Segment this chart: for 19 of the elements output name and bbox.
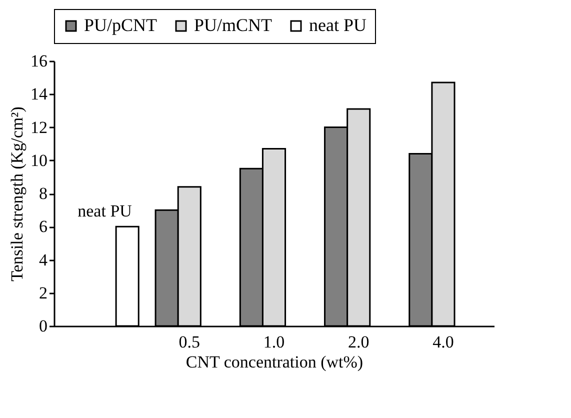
y-tick-label: 10 <box>30 150 48 170</box>
x-tick-label: 4.0 <box>432 332 454 352</box>
annotation: neat PU <box>78 202 132 221</box>
y-tick-label: 6 <box>39 217 48 236</box>
y-tick-label: 0 <box>39 316 48 336</box>
y-tick-label: 12 <box>30 118 48 137</box>
y-tick-label: 8 <box>39 184 48 203</box>
legend-label: PU/pCNT <box>84 15 158 35</box>
legend-label: PU/mCNT <box>194 15 272 35</box>
y-tick-label: 2 <box>39 283 48 302</box>
y-axis-title: Tensile strength (Kg/cm²) <box>8 106 26 282</box>
y-tick-label: 16 <box>30 52 48 70</box>
x-tick-label: 1.0 <box>263 332 285 352</box>
x-tick-label: 0.5 <box>178 332 200 352</box>
y-tick-label: 14 <box>30 84 48 104</box>
x-axis-title: CNT concentration (wt%) <box>186 352 364 372</box>
legend-label: neat PU <box>309 15 366 35</box>
y-tick-label: 4 <box>39 250 48 270</box>
x-tick-label: 2.0 <box>348 332 370 352</box>
